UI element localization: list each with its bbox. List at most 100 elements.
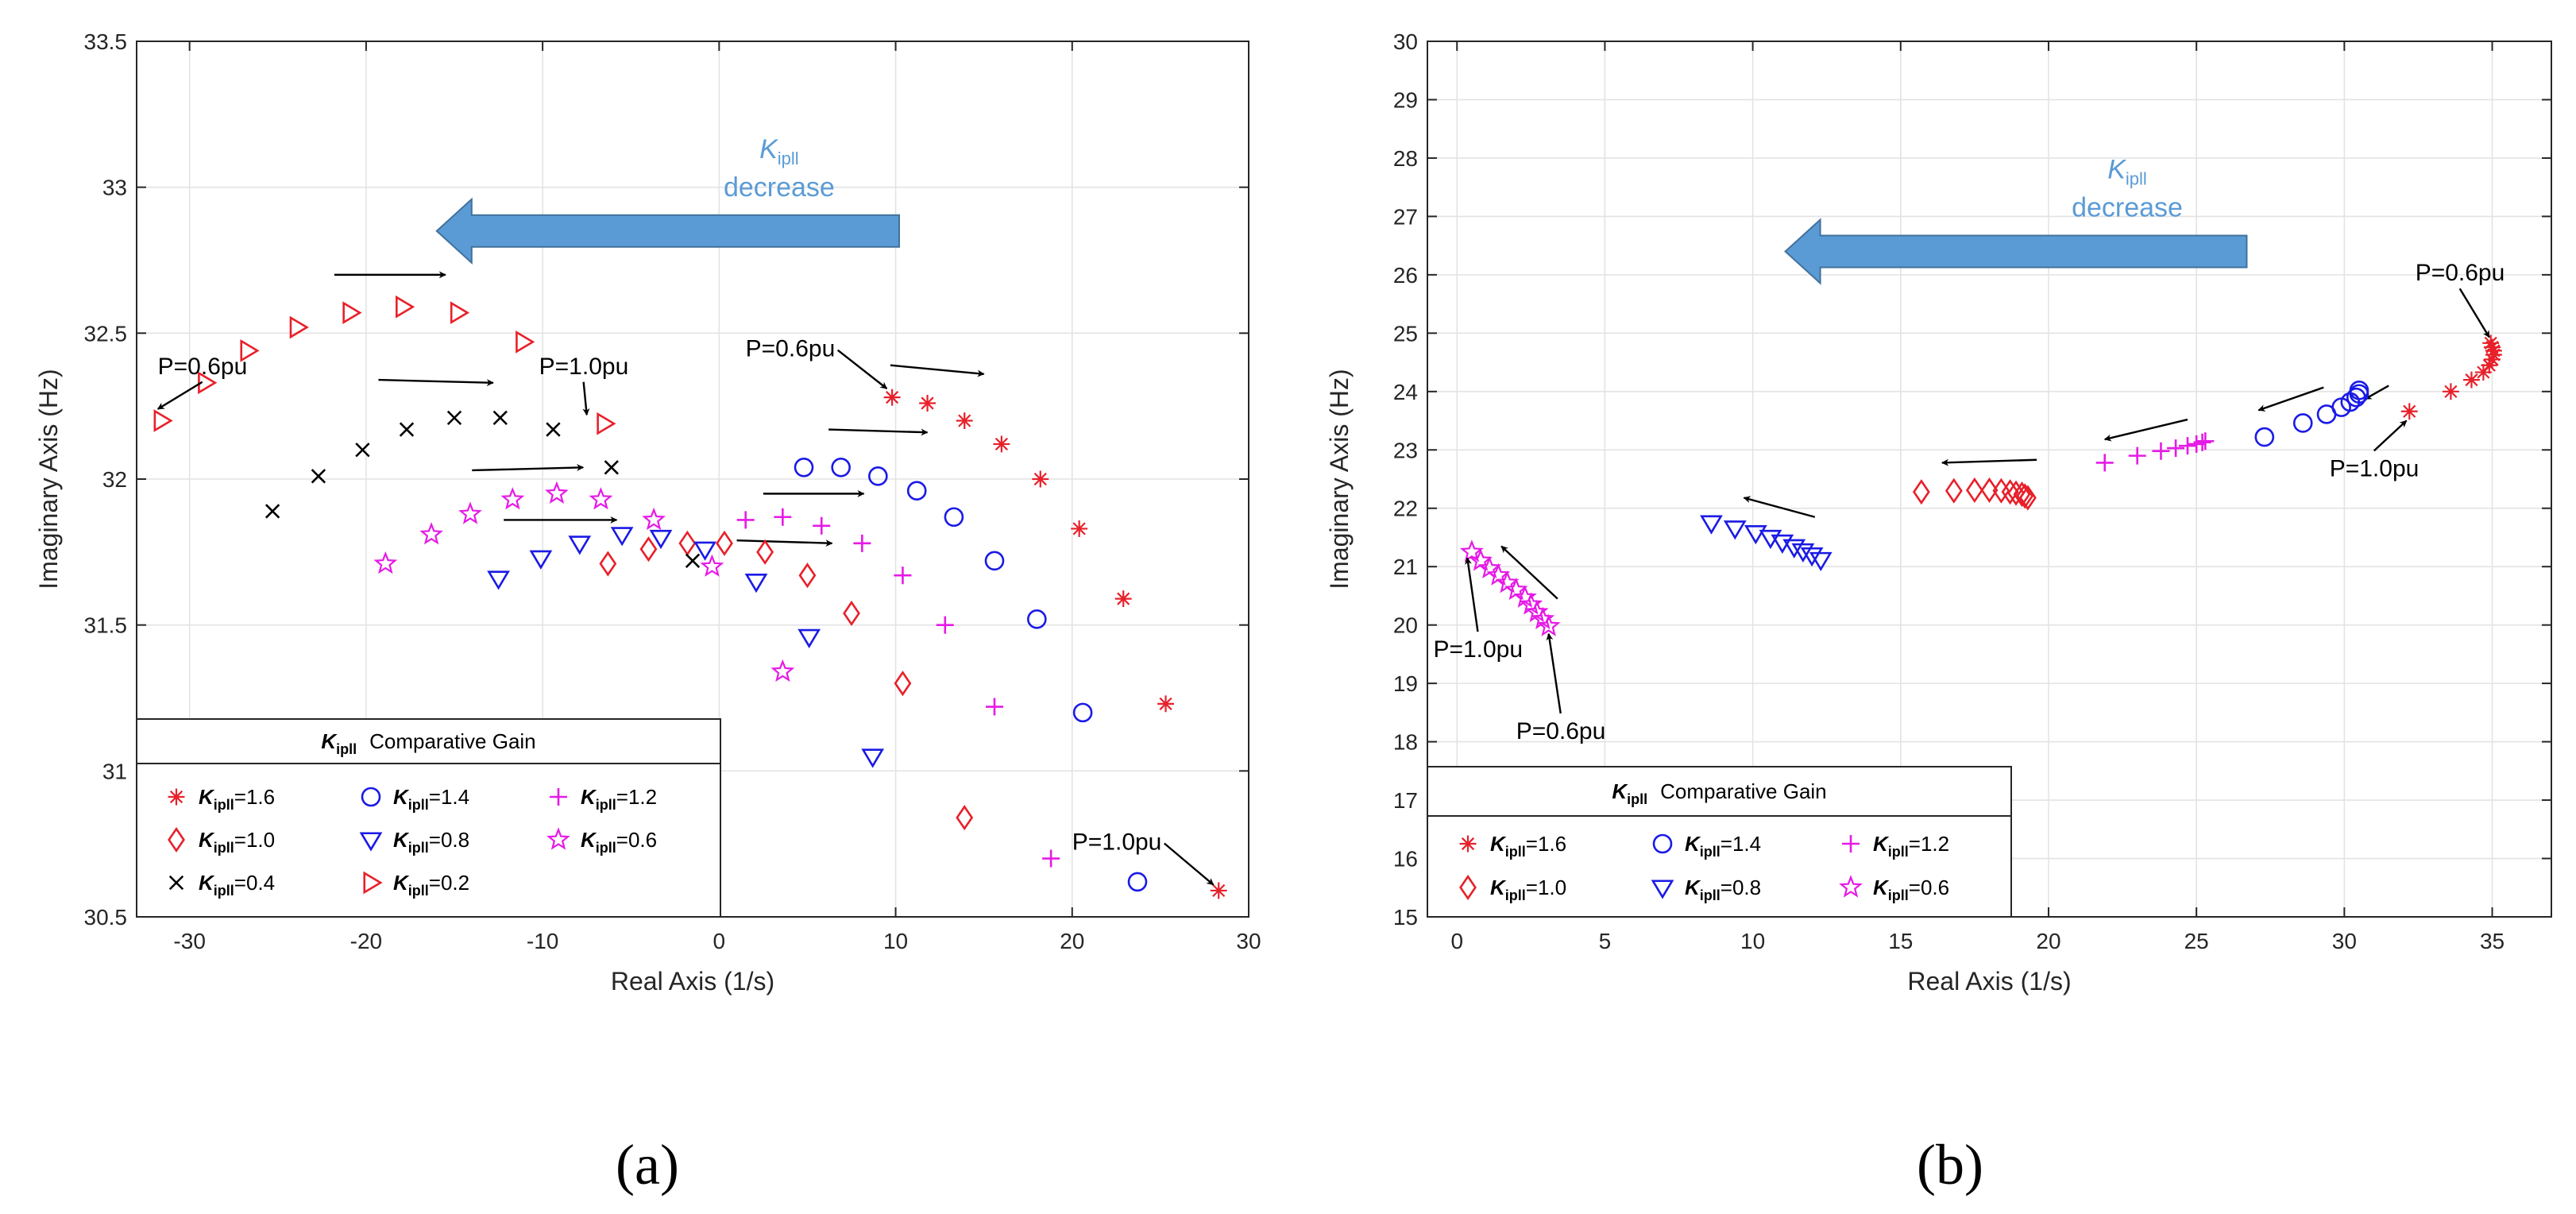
data-point	[1032, 470, 1049, 488]
data-point	[843, 600, 860, 627]
direction-arrow	[2364, 385, 2389, 400]
data-point	[2482, 334, 2500, 352]
data-point	[906, 481, 927, 501]
series-kipll-0-8	[1700, 515, 1833, 572]
data-point	[2254, 427, 2275, 447]
legend-item: Kipll=1.0	[1459, 874, 1566, 903]
data-point	[649, 529, 673, 550]
direction-arrow	[2103, 418, 2188, 442]
data-point	[2018, 485, 2037, 511]
legend-marker	[168, 826, 185, 853]
data-point	[2016, 483, 2034, 509]
x-axis-label-b: Real Axis (1/s)	[1907, 967, 2071, 996]
decrease-arrow-label-line2: decrease	[2072, 192, 2183, 222]
data-series-a	[153, 295, 1227, 899]
data-point	[529, 550, 553, 570]
data-point	[373, 551, 398, 574]
data-point	[798, 628, 821, 649]
legend-title: Kipll Comparative Gain	[1612, 779, 1826, 807]
y-tick-label: 30	[1393, 29, 1418, 54]
series-kipll-0-6	[1459, 539, 1561, 636]
y-tick-label: 28	[1393, 146, 1418, 171]
data-point	[500, 487, 525, 510]
decrease-arrow-label: Kipll	[2107, 154, 2147, 188]
legend-label: Kipll=1.4	[1685, 832, 1761, 860]
legend-box	[1427, 766, 2012, 918]
data-point	[2485, 342, 2502, 359]
data-point	[883, 389, 901, 406]
data-point	[545, 481, 569, 505]
data-point	[774, 508, 792, 526]
y-tick-label: 33.5	[84, 29, 128, 54]
legend-label: Kipll=0.6	[1873, 876, 1949, 903]
data-point	[599, 551, 617, 577]
y-tick-label: 18	[1393, 730, 1418, 755]
chart-panel-b: 0 5 10 15 20 25 30 35 15 16 17 18 19 20 21 22 23 24 25 26 2…	[1325, 29, 2552, 1197]
y-tick-label: 17	[1393, 788, 1418, 813]
annotation-label: P=0.6pu	[2416, 260, 2505, 286]
legend-item: Kipll=1.2	[1842, 832, 1949, 860]
legend-item: Kipll=0.6	[546, 827, 657, 856]
x-tick-label: 5	[1599, 929, 1612, 953]
data-point	[986, 698, 1003, 716]
x-tick-label: 10	[883, 929, 908, 953]
data-point	[693, 541, 716, 561]
data-point	[2001, 479, 2019, 505]
data-point	[2442, 383, 2459, 400]
annotation-label: P=0.6pu	[746, 336, 836, 362]
x-tick-label: -10	[527, 929, 558, 953]
data-point	[546, 422, 561, 437]
y-tick-label: 25	[1393, 321, 1418, 346]
legend-b: Kipll Comparative Gain Kipll=1.6 Kipll=1.4 K…	[1427, 766, 2012, 918]
data-point	[419, 522, 443, 545]
legend-marker	[1839, 875, 1863, 898]
data-point	[936, 616, 954, 634]
legend-marker	[1459, 874, 1477, 901]
y-tick-label: 21	[1393, 555, 1418, 579]
data-point	[813, 516, 831, 535]
decrease-arrow-shape	[1784, 218, 2248, 285]
x-tick-label: 0	[1450, 929, 1463, 953]
annotation-arrow	[836, 349, 888, 390]
legend-title: Kipll Comparative Gain	[321, 729, 535, 757]
panel-label-a: (a)	[616, 1133, 679, 1197]
data-point	[2484, 350, 2501, 368]
data-point	[1127, 872, 1148, 892]
series-kipll-1-2	[2095, 432, 2215, 472]
legend-a: Kipll Comparative Gain Kipll=1.6 Kipll=1.4 K…	[136, 718, 721, 918]
direction-arrow	[378, 378, 494, 387]
legend-label: Kipll=1.6	[199, 785, 275, 813]
series-kipll-1-2	[736, 508, 1060, 868]
legend-marker	[168, 875, 184, 891]
decrease-arrow-a: Kipll decrease	[435, 134, 900, 265]
annotation-arrow	[156, 381, 203, 410]
data-point	[700, 554, 724, 577]
data-point	[487, 570, 510, 590]
data-point	[2196, 432, 2215, 450]
legend-marker	[1652, 833, 1673, 854]
legend-marker	[363, 871, 383, 895]
y-tick-label: 31.5	[84, 613, 128, 638]
data-point	[1782, 539, 1806, 559]
annotation-label: P=1.0pu	[2330, 455, 2420, 481]
data-point	[944, 507, 964, 528]
legend-label: Kipll=0.6	[581, 828, 657, 856]
legend-marker	[546, 827, 570, 850]
x-tick-label: 10	[1740, 929, 1765, 953]
data-point	[610, 527, 634, 547]
x-tick-label: 20	[1060, 929, 1084, 953]
data-point	[1809, 551, 1833, 572]
data-point	[1027, 609, 1047, 629]
y-axis-label-b: Imaginary Axis (Hz)	[1325, 369, 1354, 589]
series-kipll-0-8	[487, 527, 885, 768]
data-point	[458, 501, 482, 524]
data-point	[2400, 403, 2418, 420]
annotation-arrow	[1464, 557, 1479, 632]
x-axis-label-a: Real Axis (1/s)	[611, 967, 774, 996]
legend-item: Kipll=0.6	[1839, 875, 1949, 903]
data-point	[1072, 702, 1093, 723]
data-point	[1700, 515, 1723, 535]
data-point	[736, 511, 755, 529]
series-kipll-1-0	[1912, 477, 2037, 511]
annotation-arrow	[1546, 632, 1562, 714]
